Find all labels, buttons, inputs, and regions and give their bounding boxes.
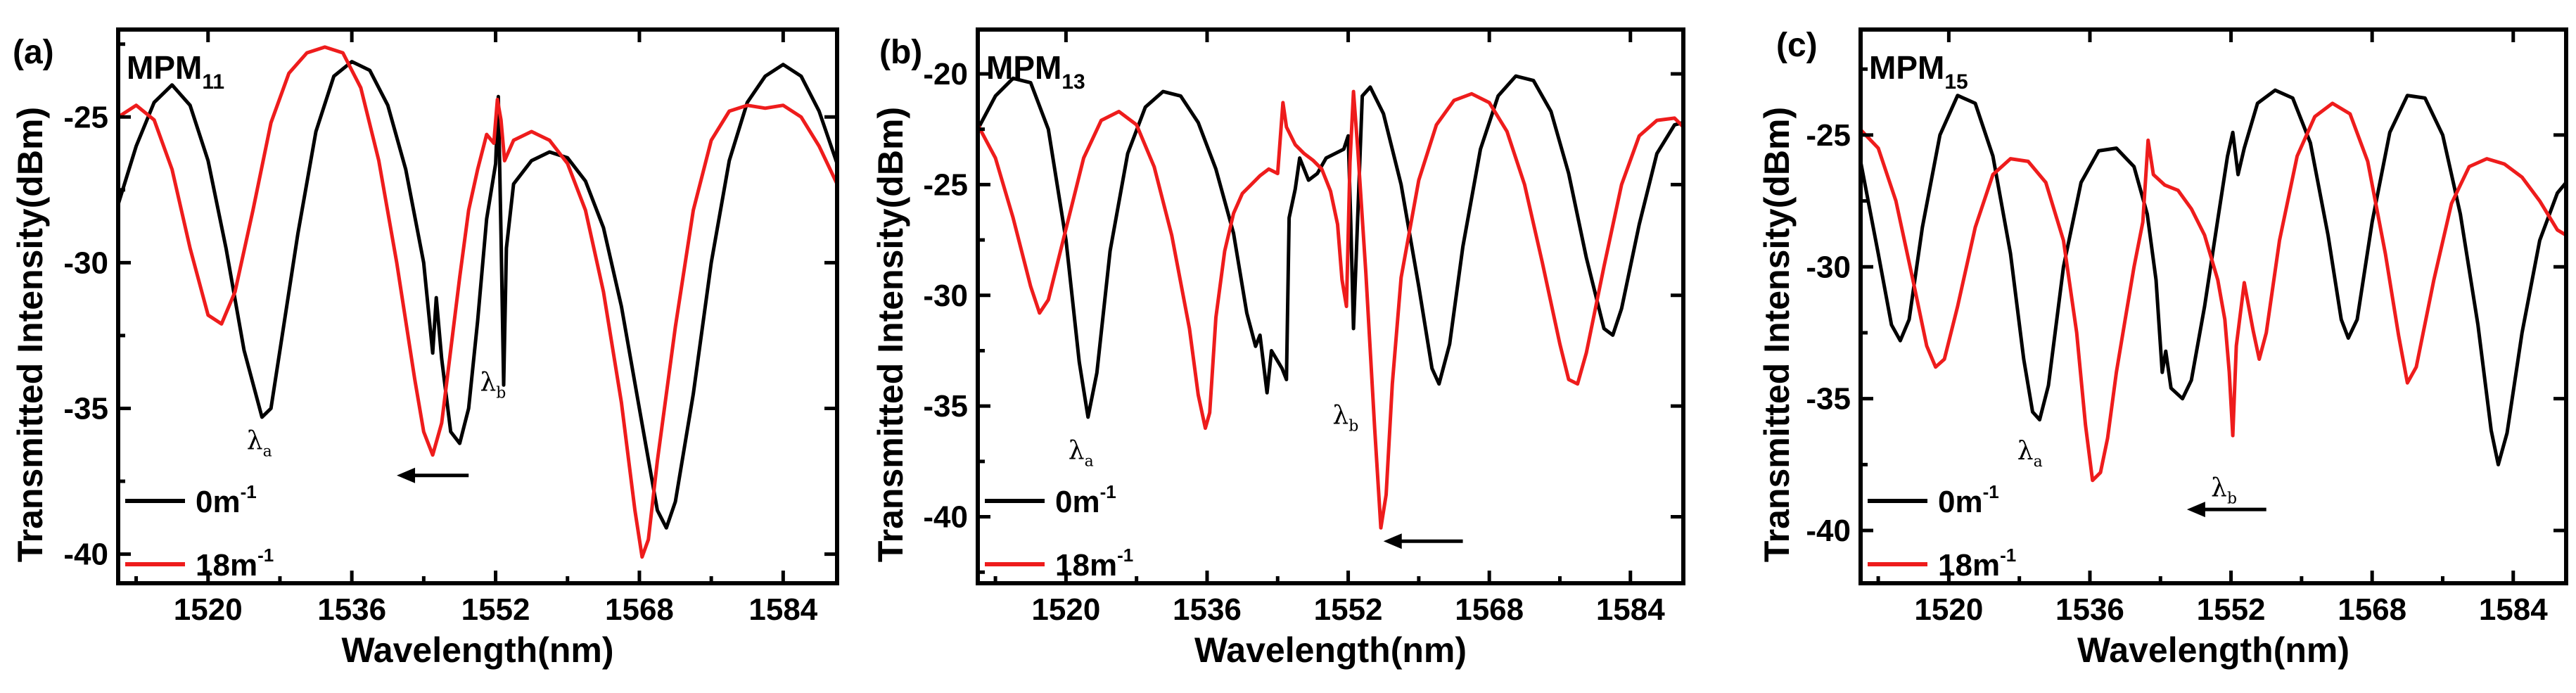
lambda-symbol: λ bbox=[1332, 401, 1348, 430]
lambda-subscript: a bbox=[1085, 453, 1094, 471]
legend-label: 18m-1 bbox=[1055, 545, 1133, 583]
panel-title-sub: 15 bbox=[1944, 70, 1968, 94]
plot-frame bbox=[976, 27, 1685, 585]
legend-label-sup: -1 bbox=[1100, 481, 1116, 502]
panel-2: 1520 1536 1552 1568 1584 -40 -35 -30 -25 -20 Wavel… bbox=[871, 27, 1685, 670]
lambda-subscript: b bbox=[2227, 490, 2237, 507]
y-tick-label: -35 bbox=[1806, 382, 1851, 417]
y-tick-label: -40 bbox=[63, 538, 108, 572]
panel-title-main: MPM bbox=[127, 49, 202, 86]
plot-frame bbox=[1858, 27, 2568, 585]
lambda-annotation: λb bbox=[2211, 473, 2237, 507]
legend-label: 0m-1 bbox=[196, 481, 257, 519]
series-line-black bbox=[978, 74, 1683, 419]
panel-title-main: MPM bbox=[986, 49, 1061, 86]
x-axis-label: Wavelength(nm) bbox=[341, 630, 613, 670]
x-tick-label: 1584 bbox=[748, 592, 817, 627]
x-tick-label: 1552 bbox=[461, 592, 530, 627]
y-tick-label: -25 bbox=[923, 167, 968, 202]
lambda-annotation: λa bbox=[247, 426, 272, 460]
lambda-subscript: a bbox=[2034, 453, 2043, 471]
lambda-annotation: λb bbox=[480, 369, 506, 402]
lambda-annotation: λa bbox=[2017, 437, 2043, 471]
y-tick-label: -20 bbox=[923, 57, 968, 91]
x-axis-label: Wavelength(nm) bbox=[2077, 630, 2349, 670]
panel-label: (a) bbox=[13, 34, 54, 71]
legend-label: 18m-1 bbox=[1938, 545, 2016, 583]
x-axis-label: Wavelength(nm) bbox=[1194, 630, 1467, 670]
shift-arrow-head bbox=[2186, 502, 2205, 518]
legend-label-text: 18m bbox=[196, 548, 257, 583]
legend-label-sup: -1 bbox=[1117, 545, 1133, 566]
panel-title-sub: 13 bbox=[1061, 70, 1085, 94]
plot-frame bbox=[116, 27, 839, 585]
series-line-black bbox=[1861, 88, 2566, 466]
y-tick-label: -35 bbox=[923, 389, 968, 424]
shift-arrow-head bbox=[397, 467, 416, 483]
lambda-symbol: λ bbox=[480, 369, 496, 398]
y-tick-label: -30 bbox=[923, 279, 968, 313]
x-tick-label: 1536 bbox=[2055, 592, 2124, 627]
y-tick-label: -40 bbox=[1806, 514, 1851, 548]
legend-label: 0m-1 bbox=[1938, 481, 1999, 519]
y-tick-label: -30 bbox=[1806, 250, 1851, 284]
x-tick-label: 1584 bbox=[2479, 592, 2548, 627]
lambda-annotation: λa bbox=[1069, 437, 1094, 471]
legend-label-sup: -1 bbox=[241, 481, 257, 502]
y-tick-label: -25 bbox=[1806, 118, 1851, 153]
y-tick-label: -35 bbox=[63, 391, 108, 426]
panel-label: (b) bbox=[879, 34, 922, 71]
y-axis-label: Transmitted Intensity(dBm) bbox=[11, 107, 50, 562]
y-tick-label: -30 bbox=[63, 246, 108, 280]
legend-label-text: 0m bbox=[1938, 485, 1983, 519]
series-line-red bbox=[118, 45, 837, 559]
shift-arrow-head bbox=[1383, 533, 1402, 549]
y-axis-label: Transmitted Intensity(dBm) bbox=[1757, 107, 1797, 562]
x-tick-label: 1536 bbox=[1173, 592, 1242, 627]
legend-label-sup: -1 bbox=[257, 545, 274, 566]
x-tick-label: 1536 bbox=[317, 592, 386, 627]
y-tick-label: -40 bbox=[923, 500, 968, 535]
lambda-annotation: λb bbox=[1332, 401, 1358, 435]
x-tick-label: 1568 bbox=[605, 592, 674, 627]
lambda-symbol: λ bbox=[247, 426, 263, 455]
legend-label-sup: -1 bbox=[2000, 545, 2016, 566]
panel-title-main: MPM bbox=[1869, 49, 1944, 86]
series-line-red bbox=[978, 89, 1683, 530]
y-axis-label: Transmitted Intensity(dBm) bbox=[871, 107, 910, 562]
x-tick-label: 1552 bbox=[2197, 592, 2266, 627]
lambda-symbol: λ bbox=[2017, 437, 2034, 466]
legend-label-text: 0m bbox=[196, 485, 241, 519]
x-tick-label: 1520 bbox=[1031, 592, 1100, 627]
x-tick-label: 1584 bbox=[1596, 592, 1665, 627]
panel-title: MPM15 bbox=[1869, 49, 1968, 94]
legend-label-text: 0m bbox=[1055, 485, 1100, 519]
panel-1: 1520 1536 1552 1568 1584 -40 -35 -30 -25 Waveleng… bbox=[11, 27, 839, 670]
panel-label: (c) bbox=[1776, 27, 1818, 64]
legend-label: 18m-1 bbox=[196, 545, 274, 583]
legend-label: 0m-1 bbox=[1055, 481, 1116, 519]
series-line-red bbox=[1861, 101, 2566, 483]
x-tick-label: 1568 bbox=[1455, 592, 1524, 627]
panel-title: MPM11 bbox=[127, 49, 224, 94]
x-tick-label: 1520 bbox=[1914, 592, 1983, 627]
lambda-subscript: a bbox=[263, 443, 272, 460]
lambda-symbol: λ bbox=[2211, 473, 2227, 502]
lambda-subscript: b bbox=[496, 385, 506, 402]
panel-title: MPM13 bbox=[986, 49, 1085, 94]
panel-3: 1520 1536 1552 1568 1584 -40 -35 -30 -25 Waveleng… bbox=[1757, 27, 2568, 670]
lambda-subscript: b bbox=[1348, 417, 1358, 435]
legend-label-text: 18m bbox=[1938, 548, 2000, 583]
series-line-black bbox=[118, 60, 837, 530]
panel-title-sub: 11 bbox=[202, 70, 224, 94]
x-tick-label: 1552 bbox=[1314, 592, 1383, 627]
lambda-symbol: λ bbox=[1069, 437, 1085, 466]
x-tick-label: 1568 bbox=[2338, 592, 2406, 627]
x-tick-label: 1520 bbox=[174, 592, 243, 627]
legend-label-text: 18m bbox=[1055, 548, 1117, 583]
legend-label-sup: -1 bbox=[1983, 481, 1999, 502]
y-tick-label: -25 bbox=[63, 100, 108, 134]
